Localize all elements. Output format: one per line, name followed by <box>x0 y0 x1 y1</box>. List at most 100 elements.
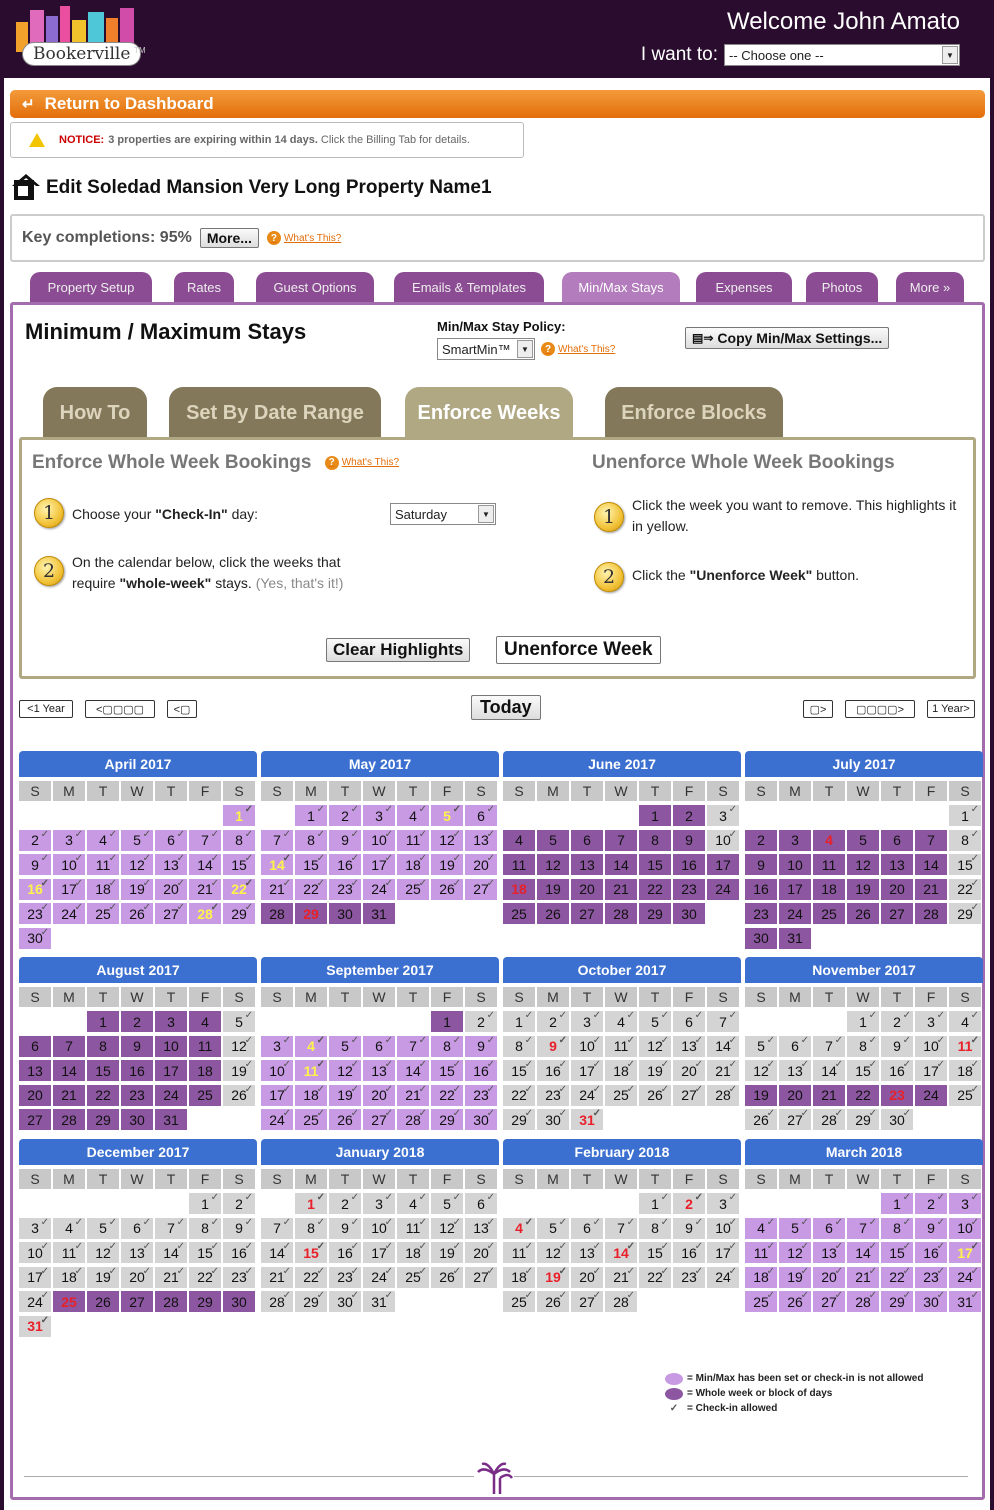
tab-guest-options[interactable]: Guest Options <box>256 272 374 302</box>
calendar-day[interactable]: 27 ✓ <box>465 878 497 900</box>
calendar-day[interactable]: 23 <box>121 1084 153 1106</box>
calendar-day[interactable]: 26 ✓ <box>745 1108 777 1131</box>
calendar-day[interactable]: 5 ✓ <box>329 1035 361 1057</box>
calendar-day[interactable]: 7 ✓ <box>397 1035 429 1057</box>
calendar-day[interactable]: 28 <box>261 903 293 925</box>
calendar-day[interactable]: 5 <box>847 829 879 851</box>
calendar-day[interactable]: 21 <box>605 878 637 900</box>
calendar-day[interactable]: 22 <box>87 1084 119 1106</box>
whats-this-link[interactable]: ? What's This? <box>266 231 341 245</box>
calendar-day[interactable]: 9 <box>121 1035 153 1057</box>
calendar-day[interactable]: 29 <box>87 1109 119 1131</box>
calendar-day[interactable]: 16 ✓ <box>537 1059 569 1082</box>
calendar-day[interactable]: 2 ✓ <box>915 1192 947 1214</box>
calendar-day[interactable]: 28 ✓ <box>847 1290 879 1313</box>
calendar-day[interactable]: 7 <box>53 1035 85 1057</box>
calendar-day[interactable]: 15 <box>87 1060 119 1082</box>
calendar-day[interactable]: 3 ✓ <box>53 829 85 851</box>
calendar-day[interactable]: 23 ✓ <box>329 878 361 900</box>
calendar-day[interactable]: 9 ✓ <box>329 829 361 851</box>
calendar-day[interactable]: 17 ✓ <box>261 1084 293 1106</box>
calendar-day[interactable]: 9 ✓ <box>673 1217 705 1239</box>
calendar-day[interactable]: 1 ✓ <box>949 804 981 826</box>
calendar-day[interactable]: 29 <box>189 1291 221 1313</box>
calendar-day[interactable]: 18 ✓ <box>605 1059 637 1082</box>
calendar-day[interactable]: 8 ✓ <box>639 1217 671 1239</box>
calendar-day[interactable]: 8 ✓ <box>223 829 255 851</box>
calendar-day[interactable]: 16 <box>673 854 705 876</box>
calendar-day[interactable]: 6 ✓ <box>363 1035 395 1057</box>
calendar-day[interactable]: 6 ✓ <box>673 1010 705 1032</box>
prev-month-button[interactable]: <▢ <box>167 700 197 718</box>
calendar-day[interactable]: 24 <box>915 1084 947 1106</box>
calendar-day[interactable]: 13 ✓ <box>813 1241 845 1264</box>
calendar-day[interactable]: 26 ✓ <box>639 1084 671 1106</box>
calendar-day[interactable]: 5 ✓ <box>639 1010 671 1032</box>
calendar-day[interactable]: 5 ✓ <box>223 1010 255 1032</box>
calendar-day[interactable]: 13 <box>881 854 913 876</box>
tab-emails-templates[interactable]: Emails & Templates <box>394 272 544 302</box>
calendar-day[interactable]: 21 ✓ <box>155 1266 187 1288</box>
calendar-day[interactable]: 22 ✓ <box>295 878 327 900</box>
calendar-day[interactable]: 5 ✓ <box>431 804 463 826</box>
calendar-day[interactable]: 24 ✓ <box>53 902 85 925</box>
calendar-day[interactable]: 22 ✓ <box>881 1266 913 1288</box>
calendar-day[interactable]: 18 ✓ <box>949 1059 981 1082</box>
calendar-day[interactable]: 21 <box>915 878 947 900</box>
calendar-day[interactable]: 21 <box>813 1084 845 1106</box>
calendar-day[interactable]: 13 ✓ <box>465 1217 497 1239</box>
calendar-day[interactable]: 24 <box>155 1084 187 1106</box>
calendar-day[interactable]: 8 ✓ <box>847 1035 879 1057</box>
calendar-day[interactable]: 12 ✓ <box>639 1035 671 1057</box>
calendar-day[interactable]: 3 ✓ <box>19 1217 51 1239</box>
calendar-day[interactable]: 14 ✓ <box>261 1241 293 1264</box>
calendar-day[interactable]: 1 ✓ <box>847 1010 879 1032</box>
calendar-day[interactable]: 11 ✓ <box>295 1059 327 1082</box>
calendar-day[interactable]: 8 ✓ <box>503 1035 535 1057</box>
calendar-day[interactable]: 14 ✓ <box>261 853 293 876</box>
calendar-day[interactable]: 29 ✓ <box>847 1108 879 1131</box>
calendar-day[interactable]: 19 ✓ <box>537 1266 569 1288</box>
calendar-day[interactable]: 13 <box>19 1060 51 1082</box>
calendar-day[interactable]: 5 ✓ <box>431 1192 463 1214</box>
calendar-day[interactable]: 17 ✓ <box>915 1059 947 1082</box>
calendar-day[interactable]: 27 ✓ <box>813 1290 845 1313</box>
subtab-how-to[interactable]: How To <box>43 387 147 439</box>
calendar-day[interactable]: 5 ✓ <box>779 1217 811 1239</box>
calendar-day[interactable]: 2 ✓ <box>329 1192 361 1214</box>
calendar-day[interactable]: 24 ✓ <box>261 1108 293 1131</box>
calendar-day[interactable]: 3 <box>155 1011 187 1032</box>
calendar-day[interactable]: 28 ✓ <box>707 1084 739 1106</box>
calendar-day[interactable]: 9 ✓ <box>19 853 51 876</box>
calendar-day[interactable]: 25 ✓ <box>397 1266 429 1288</box>
clear-highlights-button[interactable]: Clear Highlights <box>326 638 471 662</box>
calendar-day[interactable]: 3 ✓ <box>707 804 739 826</box>
calendar-day[interactable]: 10 ✓ <box>949 1217 981 1239</box>
calendar-day[interactable]: 25 <box>813 903 845 925</box>
calendar-day[interactable]: 26 ✓ <box>431 1266 463 1288</box>
calendar-day[interactable]: 4 ✓ <box>87 829 119 851</box>
calendar-day[interactable]: 17 ✓ <box>53 878 85 900</box>
calendar-day[interactable]: 6 ✓ <box>465 1192 497 1214</box>
calendar-day[interactable]: 18 <box>189 1060 221 1082</box>
calendar-day[interactable]: 13 ✓ <box>155 853 187 876</box>
calendar-day[interactable]: 2 ✓ <box>673 1192 705 1214</box>
calendar-day[interactable]: 20 <box>571 878 603 900</box>
calendar-day[interactable]: 27 <box>19 1109 51 1131</box>
calendar-day[interactable]: 12 <box>537 854 569 876</box>
whats-this-link[interactable]: ? What's This? <box>324 455 399 470</box>
calendar-day[interactable]: 27 ✓ <box>571 1290 603 1313</box>
calendar-day[interactable]: 17 ✓ <box>363 1241 395 1264</box>
calendar-day[interactable]: 27 ✓ <box>363 1108 395 1131</box>
calendar-day[interactable]: 25 ✓ <box>397 878 429 900</box>
calendar-day[interactable]: 9 ✓ <box>223 1217 255 1239</box>
subtab-set-by-date-range[interactable]: Set By Date Range <box>169 387 381 439</box>
calendar-day[interactable]: 12 ✓ <box>121 853 153 876</box>
unenforce-week-button[interactable]: Unenforce Week <box>496 636 661 664</box>
tab-photos[interactable]: Photos <box>806 272 878 302</box>
calendar-day[interactable]: 3 ✓ <box>707 1192 739 1214</box>
calendar-day[interactable]: 17 ✓ <box>19 1266 51 1288</box>
calendar-day[interactable]: 11 ✓ <box>87 853 119 876</box>
calendar-day[interactable]: 9 ✓ <box>881 1035 913 1057</box>
calendar-day[interactable]: 5 ✓ <box>745 1035 777 1057</box>
